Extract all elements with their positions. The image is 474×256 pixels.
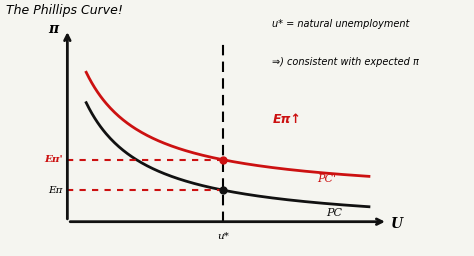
Text: U: U	[391, 217, 403, 231]
Text: The Phillips Curve!: The Phillips Curve!	[6, 4, 123, 17]
Text: Eπ: Eπ	[48, 186, 63, 195]
Text: PC: PC	[327, 208, 343, 218]
Text: u* = natural unemployment: u* = natural unemployment	[273, 19, 410, 29]
Text: ⇒) consistent with expected π: ⇒) consistent with expected π	[273, 57, 419, 67]
Text: u*: u*	[217, 232, 229, 241]
Text: Eπ': Eπ'	[44, 155, 63, 164]
Text: π: π	[48, 22, 58, 36]
Text: PC': PC'	[317, 174, 336, 184]
Text: Eπ↑: Eπ↑	[273, 113, 301, 126]
